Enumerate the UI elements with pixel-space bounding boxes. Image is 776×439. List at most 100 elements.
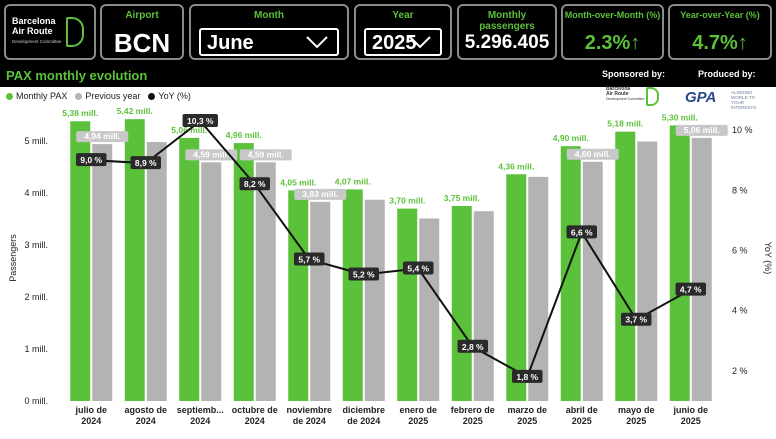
yoy-data-label: 9,0 %: [80, 155, 102, 165]
legend-item-yoy[interactable]: YoY (%): [148, 91, 191, 101]
previous-label-bg: [566, 148, 619, 160]
legend-label-yoy: YoY (%): [158, 91, 191, 101]
monthly-pax-data-label: 3,70 mill.: [389, 196, 425, 206]
sponsor-logo-line-2: Air Route: [606, 91, 629, 97]
previous-year-bar: [582, 161, 603, 401]
previous-year-bar: [310, 201, 331, 401]
x-tick-label: diciembre: [342, 405, 385, 415]
monthly-pax-bar: [451, 206, 472, 401]
mom-label: Month-over-Month (%): [564, 10, 661, 20]
airport-value: BCN: [113, 28, 171, 58]
legend-dot-icon: [148, 92, 156, 100]
month-select[interactable]: June: [199, 28, 339, 56]
produced-label: Produced by:: [698, 69, 756, 79]
x-tick-label: 2024: [81, 416, 101, 426]
logo-line-2: Air Route: [12, 26, 53, 36]
mom-card: Month-over-Month (%) 2.3%↑: [561, 4, 664, 60]
month-label: Month: [254, 10, 284, 21]
logo-subtitle: Development Committee: [12, 39, 62, 44]
yoy-data-label: 8,2 %: [244, 179, 266, 189]
y-tick-label: 1 mill.: [24, 344, 48, 354]
yoy-label-bg: [130, 156, 161, 170]
previous-label-bg: [675, 124, 728, 136]
previous-year-bar: [419, 218, 440, 401]
logo-line-1: Barcelona: [12, 16, 56, 26]
monthly-pax-data-label: 5,30 mill.: [662, 112, 698, 122]
monthly-pax-data-label: 4,36 mill.: [498, 161, 534, 171]
monthly-pax-data-label: 5,38 mill.: [62, 108, 98, 118]
monthly-pax-bar: [397, 208, 418, 401]
x-tick-label: 2024: [245, 416, 265, 426]
monthly-pax-data-label: 4,05 mill.: [280, 177, 316, 187]
sponsor-logo-line-3: Development Committee: [606, 97, 645, 101]
previous-data-label: 4,60 mill.: [575, 149, 611, 159]
month-select-value: June: [207, 32, 254, 54]
yoy-data-label: 2,8 %: [462, 342, 484, 352]
legend-item-current[interactable]: Monthly PAX: [6, 91, 67, 101]
previous-data-label: 4,59 mill.: [248, 149, 284, 159]
previous-data-label: 3,83 mill.: [302, 189, 338, 199]
sponsor-logo-line-1: Barcelona: [606, 86, 631, 92]
year-select[interactable]: 2025: [364, 28, 442, 56]
y2-axis-title: YoY (%): [763, 242, 773, 275]
monthly-pax-bar: [560, 146, 581, 401]
legend-label-current: Monthly PAX: [16, 91, 68, 101]
producer-tagline-line-3: YOUR INTERESTS: [731, 100, 757, 110]
yoy-data-label: 5,4 %: [407, 264, 429, 274]
arrow-up-icon: ↑: [737, 32, 748, 54]
x-tick-label: junio de: [673, 405, 709, 415]
y2-tick-label: 4 %: [732, 306, 748, 316]
chevron-down-icon: [306, 36, 328, 49]
pax-card: Monthly passengers 5.296.405: [457, 4, 557, 60]
pax-chart: Passengers YoY (%) 0 mill. 1 mill. 2 mill. 3 …: [8, 106, 773, 426]
yoy-label-bg: [182, 114, 218, 128]
legend-dot-icon: [75, 92, 83, 100]
y-tick-label: 0 mill.: [24, 396, 48, 406]
y2-tick-label: 6 %: [732, 245, 748, 255]
yoy-label-bg: [566, 225, 597, 239]
previous-label-bg: [294, 188, 347, 200]
yoy-data-label: 4,7 %: [680, 285, 702, 295]
producer-tagline-line-2: WORLD TO: [731, 95, 756, 100]
monthly-pax-bar: [288, 190, 309, 401]
legend-item-previous[interactable]: Previous year: [75, 91, 140, 101]
x-tick-label: marzo de: [507, 405, 547, 415]
previous-data-label: 4,59 mill.: [193, 149, 229, 159]
monthly-pax-data-label: 3,75 mill.: [444, 193, 480, 203]
airport-label: Airport: [125, 10, 159, 21]
producer-tagline-line-1: ALIGNING: [731, 90, 753, 95]
monthly-pax-bar: [70, 121, 91, 402]
x-tick-label: octubre de: [232, 405, 278, 415]
previous-year-bar: [146, 142, 167, 401]
x-tick-label: 2024: [190, 416, 210, 426]
x-tick-label: abril de: [566, 405, 598, 415]
yoy-data-label: 6,6 %: [571, 227, 593, 237]
year-label: Year: [392, 10, 414, 21]
previous-label-bg: [185, 149, 238, 161]
x-tick-label: julio de: [75, 405, 108, 415]
legend-label-previous: Previous year: [85, 91, 141, 101]
y-axis-title: Passengers: [8, 234, 18, 282]
chart-title-bar: PAX monthly evolution Sponsored by: Prod…: [0, 65, 776, 87]
year-select-value: 2025: [372, 32, 417, 54]
y2-tick-label: 2 %: [732, 366, 748, 376]
monthly-pax-bar: [506, 174, 527, 401]
yoy-data-label: 5,2 %: [353, 270, 375, 280]
yoy-data-label: 8,9 %: [135, 158, 157, 168]
x-tick-label: mayo de: [618, 405, 655, 415]
previous-data-label: 4,94 mill.: [84, 131, 120, 141]
y-tick-label: 2 mill.: [24, 292, 48, 302]
x-tick-label: 2025: [681, 416, 701, 426]
sponsor-mark-icon: [646, 87, 659, 106]
y-tick-label: 5 mill.: [24, 136, 48, 146]
previous-year-bar: [364, 199, 385, 401]
logo-text: Barcelona Air Route: [12, 16, 56, 36]
monthly-pax-bar: [669, 125, 690, 402]
x-tick-label: noviembre: [286, 405, 332, 415]
x-tick-label: 2025: [463, 416, 483, 426]
producer-logo-mark: GPA: [685, 89, 717, 106]
monthly-pax-bar: [342, 189, 363, 401]
x-tick-label: febrero de: [451, 405, 495, 415]
chart-title: PAX monthly evolution: [6, 68, 148, 83]
previous-label-bg: [239, 149, 292, 161]
